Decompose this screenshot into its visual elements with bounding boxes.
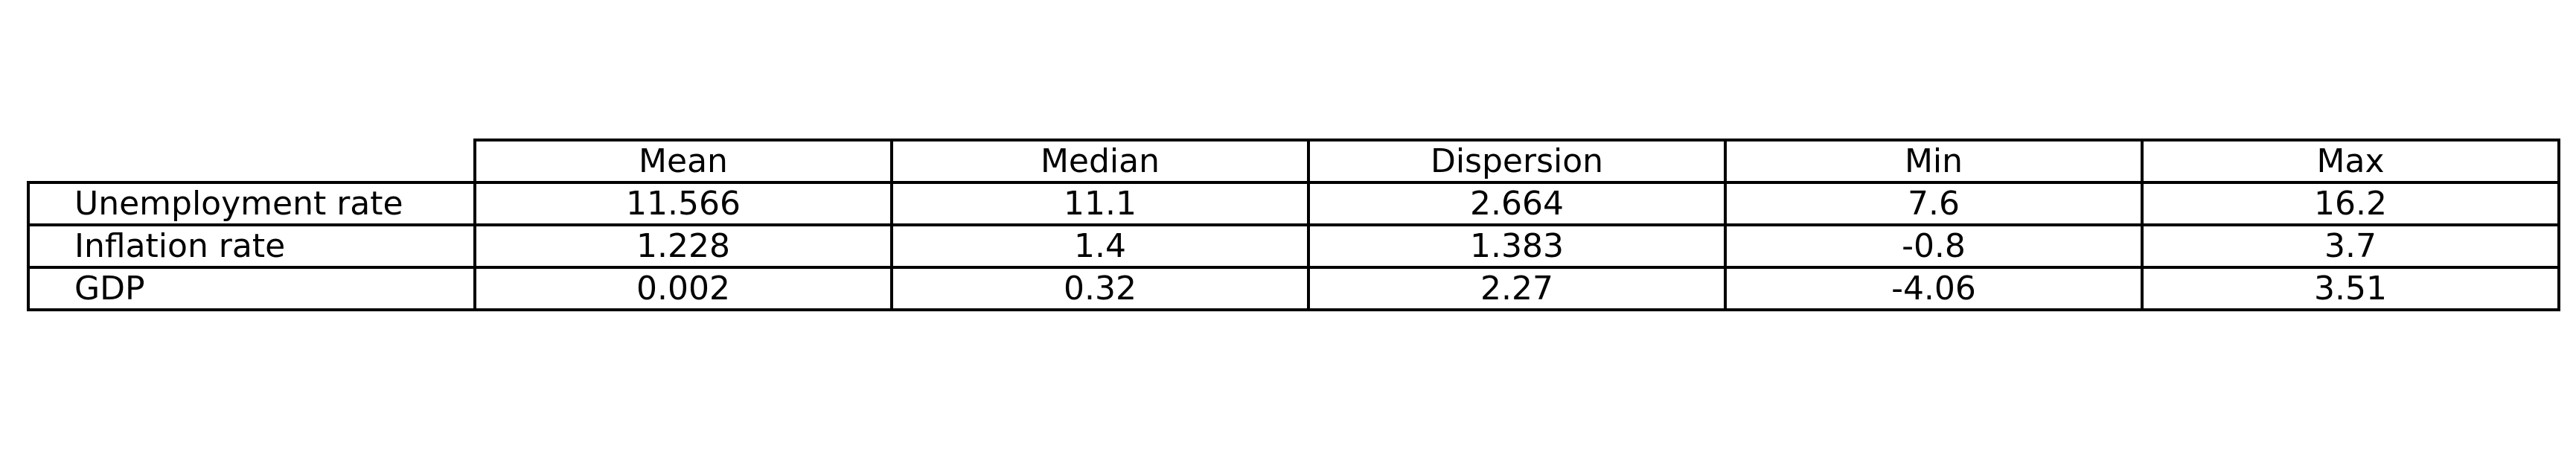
table-cell: 3.51 [2141,266,2560,311]
column-header-dispersion: Dispersion [1307,139,1727,184]
corner-cell [28,140,476,184]
column-header-min: Min [1724,139,2144,184]
table-cell: 3.7 [2141,223,2560,269]
column-header-median: Median [890,139,1310,184]
table-cell: 2.27 [1307,266,1727,311]
table-cell: 7.6 [1724,181,2144,226]
table-cell: 11.1 [890,181,1310,226]
header-row: Mean Median Dispersion Min Max [28,139,2560,184]
table-cell: 1.383 [1307,223,1727,269]
row-label-unemployment-rate: Unemployment rate [27,181,476,226]
table-row: GDP 0.002 0.32 2.27 -4.06 3.51 [27,266,2560,311]
table-cell: 1.228 [473,223,893,269]
table-cell: 0.32 [890,266,1310,311]
column-header-mean: Mean [473,139,893,184]
table-cell: 0.002 [473,266,893,311]
table-row: Unemployment rate 11.566 11.1 2.664 7.6 … [27,181,2560,226]
table-row: Inflation rate 1.228 1.4 1.383 -0.8 3.7 [27,223,2560,269]
statistics-table: Mean Median Dispersion Min Max Unemploym… [27,139,2560,311]
row-label-inflation-rate: Inflation rate [27,223,476,269]
table-cell: -4.06 [1724,266,2144,311]
table-cell: 16.2 [2141,181,2560,226]
table-cell: 1.4 [890,223,1310,269]
table-cell: 11.566 [473,181,893,226]
column-header-max: Max [2141,139,2560,184]
row-label-gdp: GDP [27,266,476,311]
table-cell: 2.664 [1307,181,1727,226]
table-cell: -0.8 [1724,223,2144,269]
